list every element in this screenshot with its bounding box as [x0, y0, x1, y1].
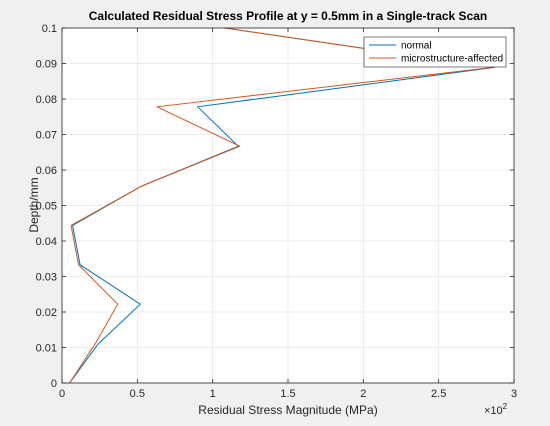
- axis-ticks: 0 0.5 1 1.5 2 2.5 3 0 0.01 0.02 0.03 0.04 0.05 0.06 0.…: [36, 23, 517, 400]
- x-axis-exponent-base: ×10: [484, 405, 503, 417]
- y-tick-label: 0.06: [36, 165, 57, 177]
- series-line-microstructure-affected: [69, 27, 494, 384]
- y-tick-label: 0.07: [36, 130, 57, 142]
- legend: normal microstructure-affected: [363, 36, 507, 68]
- x-tick-label: 2: [360, 388, 366, 400]
- x-axis-exponent: ×102: [484, 402, 508, 417]
- y-tick-label: 0.04: [36, 236, 57, 248]
- y-tick-label: 0.03: [36, 272, 57, 284]
- y-tick-label: 0.09: [36, 59, 57, 71]
- legend-label-normal: normal: [401, 41, 432, 52]
- y-tick-label: 0.01: [36, 343, 57, 355]
- y-tick-label: 0: [51, 378, 57, 390]
- x-tick-label: 0: [59, 388, 65, 400]
- x-tick-label: 2.5: [431, 388, 446, 400]
- y-axis-label: Depth/mm: [27, 177, 41, 232]
- chart-title: Calculated Residual Stress Profile at y …: [89, 9, 488, 23]
- x-tick-label: 0.5: [130, 388, 145, 400]
- y-tick-label: 0.08: [36, 94, 57, 106]
- x-axis-exponent-power: 2: [503, 402, 508, 411]
- x-tick-label: 1: [210, 388, 216, 400]
- legend-label-microstructure-affected: microstructure-affected: [401, 54, 503, 65]
- y-tick-label: 0.1: [42, 23, 57, 35]
- series-lines: [69, 27, 495, 384]
- y-tick-label: 0.02: [36, 307, 57, 319]
- y-tick-label: 0.05: [36, 201, 57, 213]
- x-axis-label: Residual Stress Magnitude (MPa): [198, 403, 377, 417]
- legend-box: [363, 36, 507, 68]
- x-tick-label: 3: [511, 388, 517, 400]
- x-tick-label: 1.5: [280, 388, 295, 400]
